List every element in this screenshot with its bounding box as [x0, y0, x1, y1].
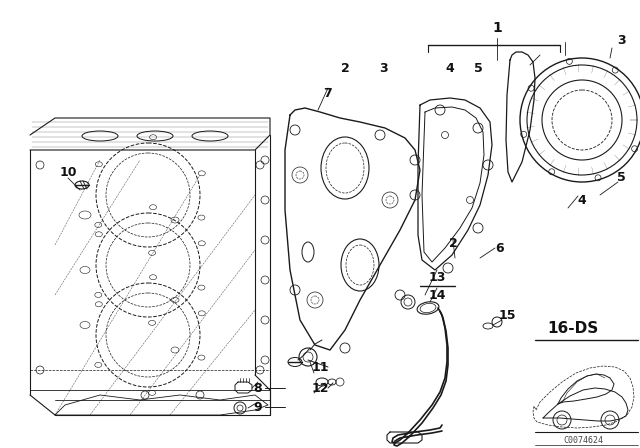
Text: 14: 14 [428, 289, 445, 302]
Text: 1: 1 [492, 21, 502, 35]
Text: 16-DS: 16-DS [547, 320, 598, 336]
Text: 7: 7 [324, 86, 332, 99]
Text: 3: 3 [379, 61, 387, 74]
Text: 10: 10 [60, 165, 77, 178]
Text: 5: 5 [616, 171, 625, 184]
Text: C0074624: C0074624 [563, 435, 603, 444]
Text: 11: 11 [311, 361, 329, 374]
Text: 4: 4 [445, 61, 454, 74]
Text: 15: 15 [499, 309, 516, 322]
Text: 9: 9 [253, 401, 262, 414]
Text: 13: 13 [428, 271, 445, 284]
Text: 8: 8 [253, 382, 262, 395]
Text: 6: 6 [496, 241, 504, 254]
Text: 2: 2 [340, 61, 349, 74]
Text: 12: 12 [311, 382, 329, 395]
Text: 2: 2 [449, 237, 458, 250]
Text: 5: 5 [474, 61, 483, 74]
Text: 3: 3 [617, 34, 625, 47]
Text: 4: 4 [578, 194, 586, 207]
